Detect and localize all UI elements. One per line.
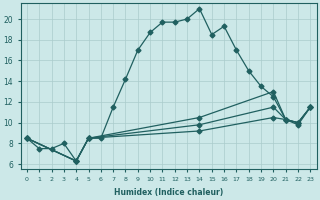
X-axis label: Humidex (Indice chaleur): Humidex (Indice chaleur) bbox=[114, 188, 223, 197]
